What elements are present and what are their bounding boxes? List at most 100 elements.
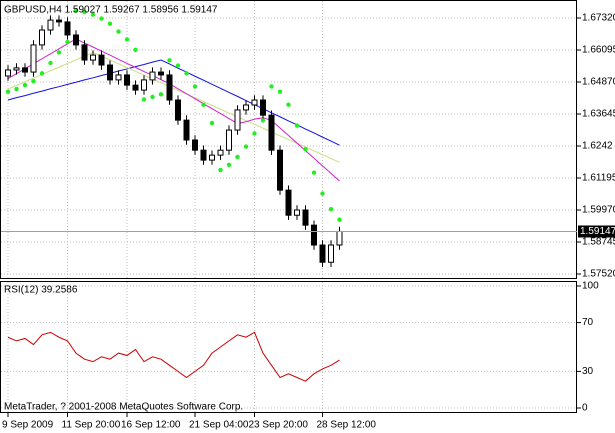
current-price-box <box>578 225 615 238</box>
candle-body <box>192 139 198 151</box>
y-tick-label: 1.64870 <box>582 77 615 88</box>
candle-body <box>107 64 113 81</box>
candle-body <box>336 230 343 246</box>
candle-body <box>209 154 215 161</box>
y-tick-label: 1.67320 <box>582 13 615 24</box>
sar-dot <box>90 12 96 17</box>
candle-body <box>39 29 45 46</box>
sar-dot <box>294 123 300 128</box>
x-tick-label: 9 Sep 2009 <box>2 420 54 431</box>
chart-title: GBPUSD,H4 1.59027 1.59267 1.58956 1.5914… <box>4 5 218 16</box>
candle-body <box>158 71 164 76</box>
y-tick-label: 1.61195 <box>582 173 615 184</box>
moving-average <box>7 51 340 163</box>
sar-dot <box>22 82 28 88</box>
sar-dot <box>82 9 87 15</box>
candle-body <box>115 74 122 81</box>
y-tick-label: 30 <box>582 366 594 377</box>
sar-dot <box>235 154 240 160</box>
sar-dot <box>31 79 36 84</box>
candle-body <box>243 104 249 111</box>
sar-dot <box>184 71 189 76</box>
x-tick-label: 11 Sep 20:00 <box>62 420 121 431</box>
candle-body <box>200 149 207 161</box>
candle-body <box>311 224 317 246</box>
moving-average <box>7 38 340 182</box>
sar-dot <box>5 89 11 94</box>
y-tick-label: 0 <box>582 403 588 414</box>
candle-body <box>277 149 283 191</box>
candle-body <box>183 119 190 141</box>
candle-body <box>90 54 96 61</box>
sar-dot <box>252 131 257 136</box>
sar-dot <box>303 146 308 152</box>
sar-dot <box>311 170 317 175</box>
candle-body <box>56 19 62 23</box>
rsi-pane <box>0 281 577 413</box>
sar-dot <box>328 207 334 212</box>
candle-body <box>260 99 266 116</box>
sar-dot <box>218 167 223 173</box>
sar-dot <box>124 37 130 42</box>
sar-dot <box>167 58 172 63</box>
rsi-title: RSI(12) 39.2586 <box>4 285 78 296</box>
y-tick-label: 1.57520 <box>582 269 615 280</box>
y-tick-label: 70 <box>582 317 594 328</box>
sar-dot <box>73 8 79 13</box>
sar-dot <box>201 102 206 107</box>
candle-body <box>132 84 139 91</box>
x-tick-label: 21 Sep 04:00 <box>189 420 249 431</box>
sar-dot <box>337 217 342 222</box>
candle-body <box>251 99 258 106</box>
y-tick-label: 1.6242 <box>582 141 613 152</box>
candle-body <box>319 244 326 263</box>
candle-body <box>22 67 28 73</box>
candle-body <box>64 21 71 36</box>
sar-dot <box>320 191 325 196</box>
current-price-label: 1.59147 <box>580 226 615 237</box>
sar-dot <box>209 120 215 126</box>
sar-dot <box>65 39 70 45</box>
candle-body <box>226 129 232 151</box>
sar-dot <box>286 102 291 107</box>
candle-body <box>268 114 275 151</box>
y-tick-label: 1.66095 <box>582 45 615 56</box>
sar-dot <box>158 92 164 97</box>
candle-body <box>175 99 181 121</box>
candle-body <box>149 71 156 81</box>
candle-body <box>124 74 130 86</box>
sar-dot <box>269 84 274 89</box>
candle-body <box>328 244 334 263</box>
candle-body <box>73 34 79 46</box>
sar-dot <box>141 97 147 102</box>
candle-body <box>81 44 88 61</box>
sar-dot <box>175 63 181 68</box>
candle-body <box>285 189 292 216</box>
x-tick-label: 23 Sep 20:00 <box>249 420 309 431</box>
candle-body <box>217 149 224 156</box>
y-tick-label: 100 <box>582 281 599 292</box>
candle-body <box>234 109 241 131</box>
sar-dot <box>260 118 266 123</box>
sar-dot <box>48 60 53 66</box>
candle-body <box>98 54 105 66</box>
y-tick-label: 1.59970 <box>582 205 615 216</box>
sar-dot <box>150 94 155 100</box>
candle-body <box>302 209 309 226</box>
sar-dot <box>14 86 19 92</box>
candle-body <box>141 79 147 91</box>
sar-dot <box>277 89 283 94</box>
x-tick-label: 28 Sep 12:00 <box>317 420 377 431</box>
sar-dot <box>99 16 104 21</box>
candle-body <box>13 67 20 71</box>
sar-dot <box>56 50 62 55</box>
candle-body <box>166 74 173 101</box>
rsi-line <box>7 331 340 382</box>
sar-dot <box>116 29 121 34</box>
y-tick-label: 1.63645 <box>582 109 615 120</box>
copyright: MetaTrader, ? 2001-2008 MetaQuotes Softw… <box>4 402 243 413</box>
candle-body <box>294 209 300 216</box>
moving-average <box>7 59 340 146</box>
candle-body <box>30 44 37 73</box>
